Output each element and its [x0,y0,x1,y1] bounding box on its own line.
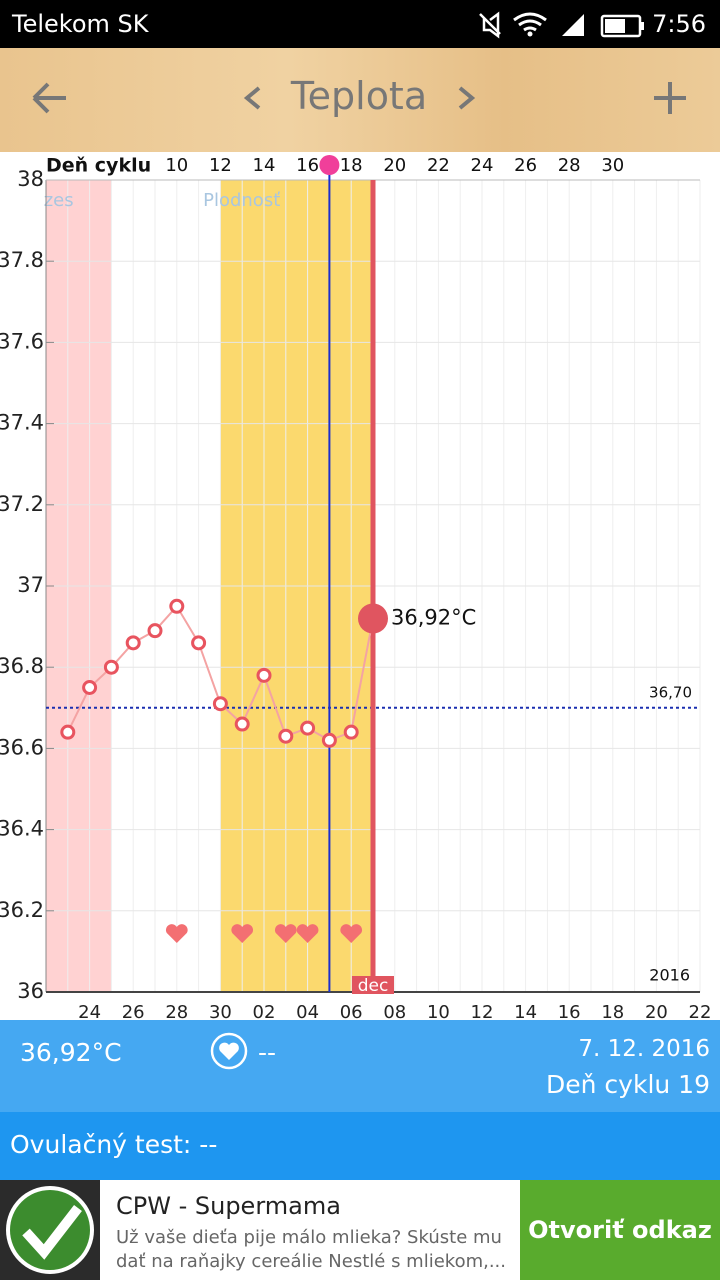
heart-icon [210,1032,248,1070]
x-tick-label: 14 [514,1002,537,1020]
status-icons [479,11,644,39]
year-label: 2016 [649,966,690,985]
y-tick-label: 37.4 [0,411,44,435]
top-tick-label: 12 [209,155,232,176]
point [234,716,250,732]
top-axis-title: Deň cyklu [46,155,151,177]
heart-marker [296,924,319,943]
band-label: Plodnosť [203,190,280,211]
x-tick-label: 20 [645,1002,668,1020]
prev-button[interactable] [243,86,261,110]
add-button[interactable] [654,82,686,114]
point [103,659,119,675]
today-month: dec [358,976,389,996]
heart-marker [340,924,363,943]
y-tick-label: 36.8 [0,654,44,678]
back-button[interactable] [32,82,66,114]
top-tick-label: 24 [471,155,494,176]
x-tick-label: 28 [165,1002,188,1020]
x-tick-label: 12 [471,1002,494,1020]
point [147,623,163,639]
x-tick-label: 16 [558,1002,581,1020]
ovulation-bar[interactable]: Ovulačný test: -- [0,1112,720,1180]
intercourse: -- [258,1038,277,1067]
point [278,728,294,744]
y-tick-label: 36.4 [0,817,44,841]
y-tick-label: 37 [17,573,44,597]
ovulation-test: Ovulačný test: -- [10,1130,218,1159]
ad-button[interactable]: Otvoriť odkaz [520,1180,720,1280]
point [82,680,98,695]
point [300,720,316,736]
today-month-box [352,976,394,994]
point [343,724,359,740]
ad-text: Už vaše dieťa pije málo mlieka? Skúste m… [116,1227,506,1272]
point [321,732,337,748]
info-panel: 36,92°C -- 7. 12. 2016 Deň cyklu 19 [0,1020,720,1112]
y-tick-label: 37.2 [0,492,44,516]
selected-day-handle[interactable] [319,155,340,175]
point [256,667,272,683]
top-tick-label: 20 [383,155,406,176]
y-tick-label: 37.8 [0,248,44,272]
x-tick-label: 22 [689,1002,712,1020]
temperature: 36,92°C [20,1038,122,1067]
point [212,696,228,712]
chart: 36 36.2 36.4 36.6 36.8 37 37.2 37.4 37.6 37.8 38ze… [0,155,712,1021]
status-bar: Telekom SK 7:56 [0,0,720,48]
x-tick-label: 06 [340,1002,363,1020]
header-icons [32,82,686,114]
header: Teplota [0,48,720,152]
date: 7. 12. 2016 [578,1036,710,1062]
clock: 7:56 [652,10,706,38]
top-tick-label: 10 [165,155,188,176]
value-label: 36,92°C [391,605,476,629]
current-point [358,603,388,634]
heart-marker [165,924,188,943]
top-tick-label: 14 [253,155,276,176]
point [169,598,185,614]
x-tick-label: 18 [601,1002,624,1020]
point [125,635,141,651]
top-tick-label: 16 [296,155,319,176]
band-label: zes [44,190,74,211]
x-tick-label: 30 [209,1002,232,1020]
cycle-day: Deň cyklu 19 [546,1070,710,1099]
y-tick-label: 36.2 [0,898,44,922]
x-tick-label: 02 [253,1002,276,1020]
y-tick-label: 38 [17,167,44,191]
y-tick-label: 36 [17,979,44,1003]
x-tick-label: 04 [296,1002,319,1020]
top-tick-label: 18 [340,155,363,176]
point [191,635,207,651]
screen-title: Teplota [290,74,428,118]
top-tick-label: 26 [514,155,537,176]
top-tick-label: 28 [558,155,581,176]
x-tick-label: 26 [122,1002,145,1020]
x-tick-label: 08 [383,1002,406,1020]
coverline-label: 36,70 [649,683,692,701]
x-tick-label: 10 [427,1002,450,1020]
ad-logo [0,1180,100,1280]
y-tick-label: 36.6 [0,735,44,759]
ad-title: CPW - Supermama [116,1192,341,1220]
next-button[interactable] [458,86,476,110]
y-tick-label: 37.6 [0,329,44,353]
carrier: Telekom SK [12,10,149,38]
point [60,724,76,740]
heart-marker [274,924,297,943]
x-tick-label: 24 [78,1002,101,1020]
top-tick-label: 30 [601,155,624,176]
ad-banner[interactable]: CPW - Supermama Už vaše dieťa pije málo … [0,1180,720,1280]
heart-marker [231,924,254,943]
top-tick-label: 22 [427,155,450,176]
